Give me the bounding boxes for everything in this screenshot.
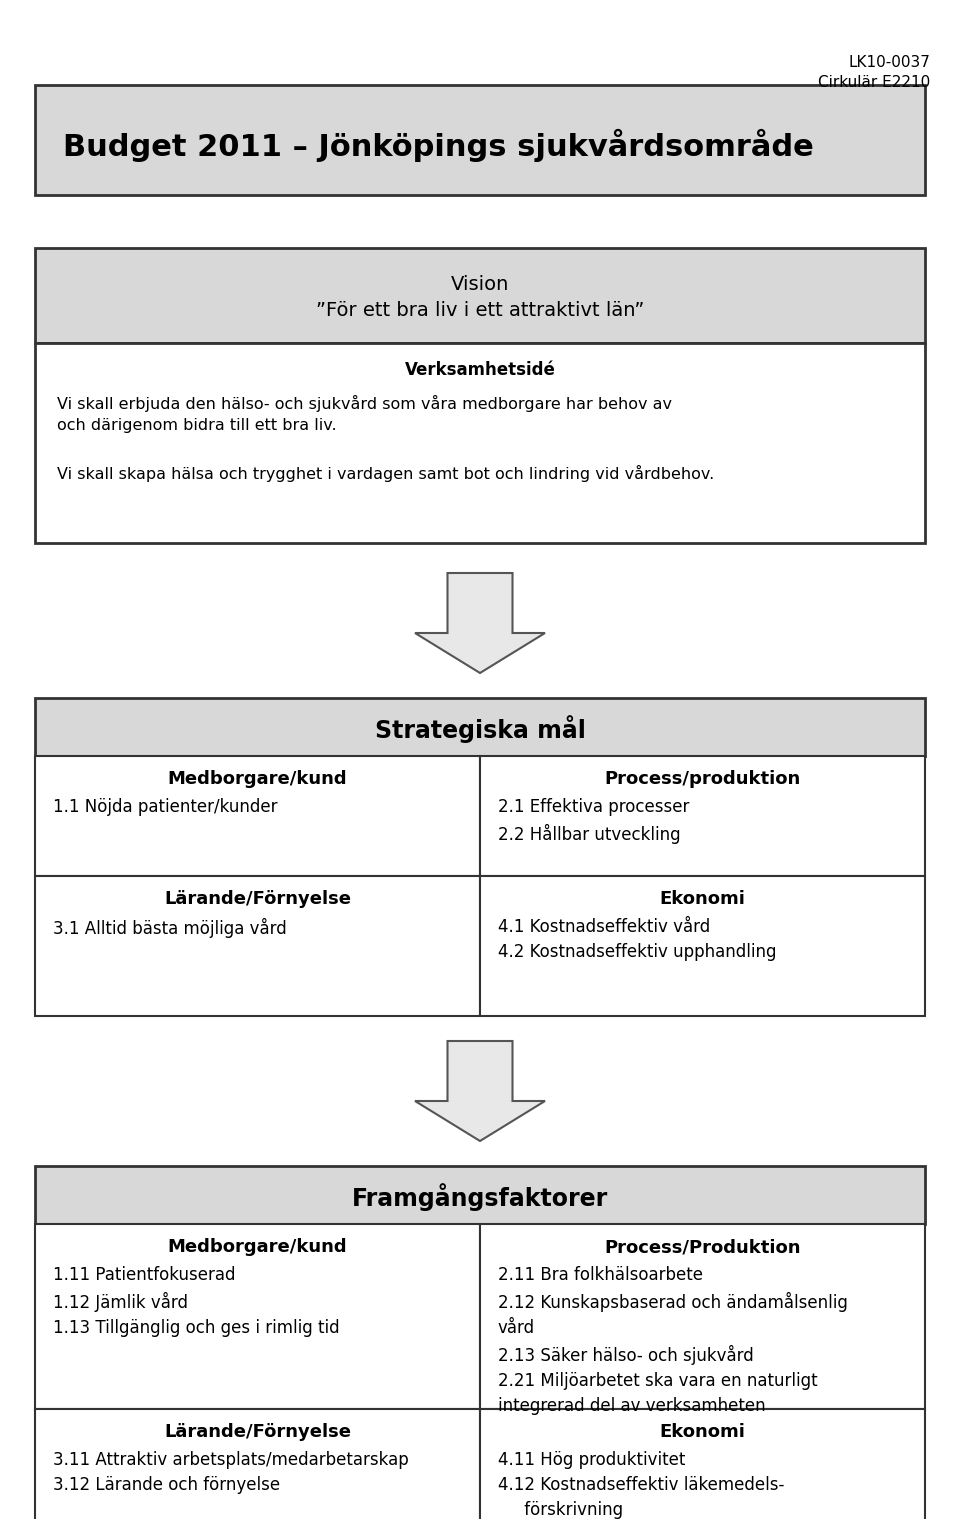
Polygon shape xyxy=(415,1041,545,1141)
Bar xyxy=(35,876,480,1016)
Bar xyxy=(35,699,925,756)
Bar xyxy=(480,1410,925,1519)
Text: Vision
”För ett bra liv i ett attraktivt län”: Vision ”För ett bra liv i ett attraktivt… xyxy=(316,275,644,321)
Text: Strategiska mål: Strategiska mål xyxy=(374,715,586,743)
Text: Verksamhetsidé: Verksamhetsidé xyxy=(404,362,556,380)
Text: 3.1 Alltid bästa möjliga vård: 3.1 Alltid bästa möjliga vård xyxy=(53,917,287,939)
Text: 1.1 Nöjda patienter/kunder: 1.1 Nöjda patienter/kunder xyxy=(53,797,277,816)
Bar xyxy=(35,85,925,194)
Bar xyxy=(480,876,925,1016)
Text: Ekonomi: Ekonomi xyxy=(660,890,745,908)
Text: Lärande/Förnyelse: Lärande/Förnyelse xyxy=(164,1423,351,1442)
Bar xyxy=(35,248,925,343)
Text: 4.1 Kostnadseffektiv vård
4.2 Kostnadseffektiv upphandling: 4.1 Kostnadseffektiv vård 4.2 Kostnadsef… xyxy=(498,917,777,962)
Text: Budget 2011 – Jönköpings sjukvårdsområde: Budget 2011 – Jönköpings sjukvårdsområde xyxy=(63,129,814,161)
Bar xyxy=(35,1224,480,1410)
Text: Medborgare/kund: Medborgare/kund xyxy=(168,770,348,788)
Text: 2.1 Effektiva processer
2.2 Hållbar utveckling: 2.1 Effektiva processer 2.2 Hållbar utve… xyxy=(498,797,689,845)
Polygon shape xyxy=(415,573,545,673)
Bar xyxy=(35,1410,480,1519)
Text: Vi skall skapa hälsa och trygghet i vardagen samt bot och lindring vid vårdbehov: Vi skall skapa hälsa och trygghet i vard… xyxy=(57,465,714,482)
Bar xyxy=(35,1167,925,1224)
Text: Lärande/Förnyelse: Lärande/Förnyelse xyxy=(164,890,351,908)
Text: LK10-0037
Cirkulär E2210: LK10-0037 Cirkulär E2210 xyxy=(818,55,930,90)
Text: 2.11 Bra folkhälsoarbete
2.12 Kunskapsbaserad och ändamålsenlig
vård
2.13 Säker : 2.11 Bra folkhälsoarbete 2.12 Kunskapsba… xyxy=(498,1265,848,1416)
Text: Medborgare/kund: Medborgare/kund xyxy=(168,1238,348,1256)
Bar xyxy=(480,756,925,876)
Text: Process/produktion: Process/produktion xyxy=(605,770,801,788)
Bar xyxy=(35,343,925,542)
Bar xyxy=(35,756,480,876)
Text: Ekonomi: Ekonomi xyxy=(660,1423,745,1442)
Text: Vi skall erbjuda den hälso- och sjukvård som våra medborgare har behov av
och dä: Vi skall erbjuda den hälso- och sjukvård… xyxy=(57,395,672,433)
Text: Process/Produktion: Process/Produktion xyxy=(604,1238,801,1256)
Text: Framgångsfaktorer: Framgångsfaktorer xyxy=(352,1183,608,1211)
Text: 3.11 Attraktiv arbetsplats/medarbetarskap
3.12 Lärande och förnyelse: 3.11 Attraktiv arbetsplats/medarbetarska… xyxy=(53,1451,409,1495)
Text: 4.11 Hög produktivitet
4.12 Kostnadseffektiv läkemedels-
     förskrivning
4.21 : 4.11 Hög produktivitet 4.12 Kostnadseffe… xyxy=(498,1451,784,1519)
Text: 1.11 Patientfokuserad
1.12 Jämlik vård
1.13 Tillgänglig och ges i rimlig tid: 1.11 Patientfokuserad 1.12 Jämlik vård 1… xyxy=(53,1265,340,1337)
Bar xyxy=(480,1224,925,1410)
